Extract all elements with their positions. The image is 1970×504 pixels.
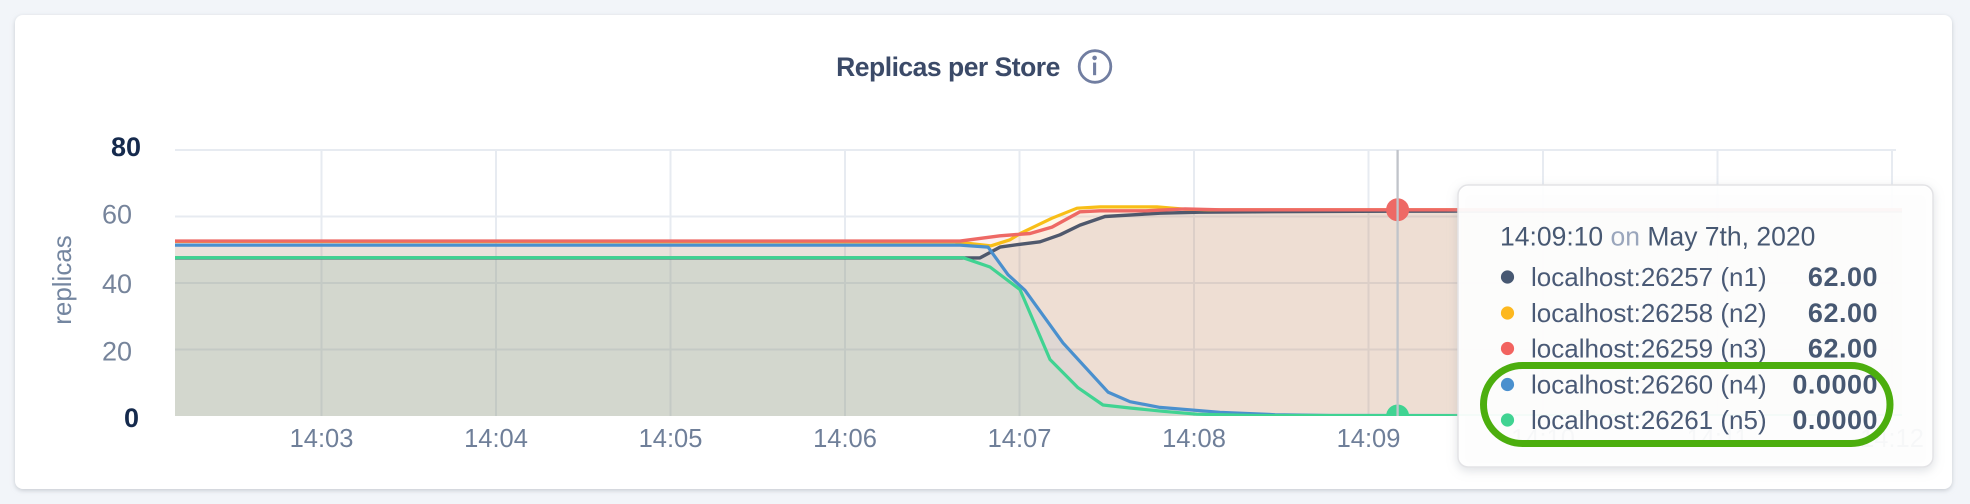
svg-text:14:07: 14:07 [988,425,1052,453]
svg-text:14:08: 14:08 [1162,425,1226,453]
svg-text:80: 80 [111,132,141,162]
svg-text:14:05: 14:05 [639,425,703,453]
svg-text:localhost:26260 (n4): localhost:26260 (n4) [1531,370,1767,400]
svg-text:20: 20 [102,337,132,367]
svg-text:localhost:26258 (n2): localhost:26258 (n2) [1531,298,1767,328]
svg-text:localhost:26257 (n1): localhost:26257 (n1) [1531,262,1767,292]
svg-text:62.00: 62.00 [1808,262,1878,292]
svg-text:localhost:26259 (n3): localhost:26259 (n3) [1531,334,1767,364]
svg-text:14:04: 14:04 [464,425,528,453]
svg-text:62.00: 62.00 [1808,334,1878,364]
svg-text:62.00: 62.00 [1808,298,1878,328]
svg-text:localhost:26261 (n5): localhost:26261 (n5) [1531,405,1767,435]
svg-text:0: 0 [124,403,139,433]
svg-text:0.0000: 0.0000 [1792,405,1878,435]
svg-text:14:06: 14:06 [813,425,877,453]
svg-text:14:09: 14:09 [1337,425,1401,453]
svg-text:60: 60 [102,200,132,230]
svg-text:Replicas per Store: Replicas per Store [836,52,1060,82]
svg-text:replicas: replicas [47,235,77,325]
svg-text:40: 40 [102,269,132,299]
svg-text:14:03: 14:03 [290,425,354,453]
svg-text:0.0000: 0.0000 [1792,370,1878,400]
svg-text:14:09:10 on May 7th, 2020: 14:09:10 on May 7th, 2020 [1500,222,1815,252]
